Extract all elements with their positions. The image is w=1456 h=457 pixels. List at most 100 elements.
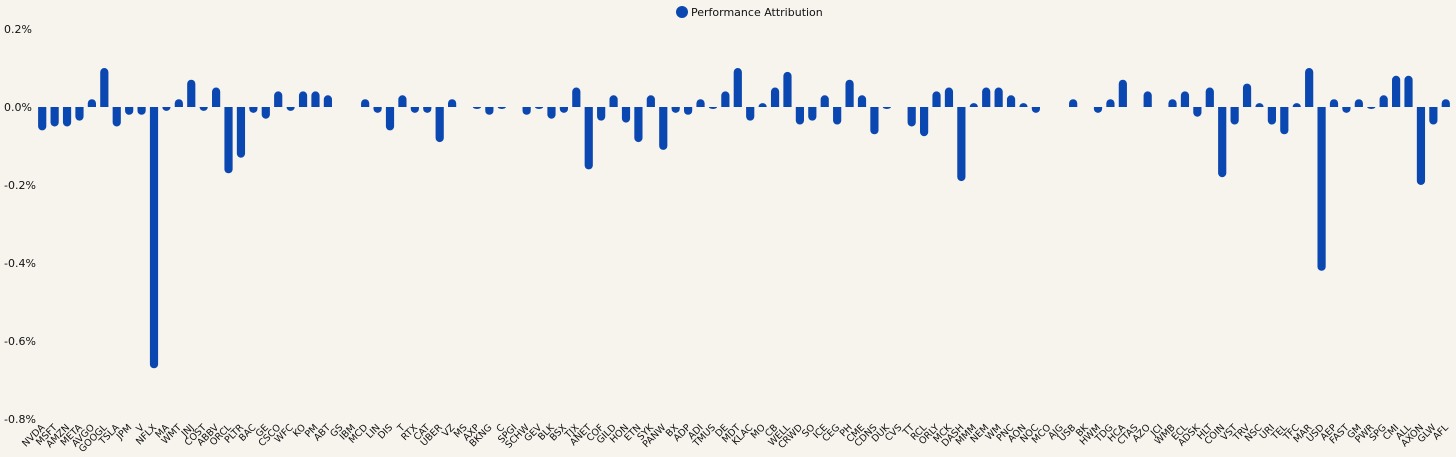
bar-abt[interactable] [323,95,332,107]
bar-crwd[interactable] [795,107,804,125]
bar-ecl[interactable] [1180,91,1190,107]
bar-cof[interactable] [597,107,606,121]
bar-googl[interactable] [100,68,109,107]
bar-usd[interactable] [1317,107,1326,271]
bar-azo[interactable] [1143,91,1152,107]
bar-bsx[interactable] [559,107,568,113]
bar-vz[interactable] [448,99,457,107]
bar-gild[interactable] [609,95,618,107]
bar-mdt[interactable] [733,68,742,107]
bar-tmus[interactable] [708,107,718,109]
bar-rcl[interactable] [920,107,929,137]
bar-wfc[interactable] [286,107,295,111]
bar-vst[interactable] [1230,107,1239,125]
bar-tfc[interactable] [1292,103,1301,107]
bar-anet[interactable] [584,107,593,170]
bar-t[interactable] [398,95,407,107]
bar-jnj[interactable] [187,79,196,107]
bar-aep[interactable] [1329,99,1339,107]
bar-pwr[interactable] [1367,107,1376,109]
bar-spg[interactable] [1379,95,1388,107]
bar-adi[interactable] [696,99,705,107]
bar-cmi[interactable] [1392,75,1401,107]
bar-pnc[interactable] [1006,95,1016,107]
bar-bx[interactable] [671,107,680,113]
bar-uber[interactable] [435,107,444,143]
bar-so[interactable] [808,107,817,121]
bar-hlt[interactable] [1205,87,1214,108]
bar-noc[interactable] [1031,107,1040,113]
bar-gm[interactable] [1354,99,1363,107]
bar-panw[interactable] [659,107,668,150]
bar-csco[interactable] [274,91,283,107]
bar-mcd[interactable] [361,99,370,107]
bar-coin[interactable] [1218,107,1227,178]
bar-fast[interactable] [1342,107,1351,113]
bar-tt[interactable] [907,107,916,127]
bar-wm[interactable] [994,87,1003,107]
bar-aon[interactable] [1019,103,1028,107]
bar-nsc[interactable] [1255,103,1264,107]
bar-wmb[interactable] [1168,99,1177,107]
bar-ceg[interactable] [833,107,842,125]
bar-hca[interactable] [1118,79,1127,107]
bar-all[interactable] [1404,75,1413,107]
bar-lin[interactable] [373,107,382,113]
bar-hon[interactable] [621,107,631,123]
bar-well[interactable] [783,71,792,107]
bar-mck[interactable] [944,87,954,108]
bar-hwm[interactable] [1093,107,1103,113]
bar-axp[interactable] [472,107,482,109]
bar-meta[interactable] [75,107,84,121]
bar-axon[interactable] [1416,107,1426,185]
bar-cdns[interactable] [870,107,879,135]
bar-cat[interactable] [423,107,432,113]
bar-dis[interactable] [385,107,395,131]
bar-adsk[interactable] [1193,107,1202,117]
bar-orly[interactable] [932,91,941,107]
bar-wmt[interactable] [174,99,183,107]
bar-de[interactable] [721,91,730,107]
bar-nvda[interactable] [38,107,47,131]
bar-ph[interactable] [845,79,854,107]
bar-pm[interactable] [311,91,320,107]
bar-amzn[interactable] [62,107,72,127]
bar-nflx[interactable] [149,107,159,369]
bar-mar[interactable] [1305,68,1314,107]
bar-adp[interactable] [684,107,693,115]
bar-trv[interactable] [1242,83,1252,107]
bar-cb[interactable] [770,87,780,108]
bar-jpm[interactable] [125,107,134,115]
bar-glw[interactable] [1429,107,1438,125]
bar-cost[interactable] [199,107,208,111]
bar-nem[interactable] [982,87,991,108]
bar-pltr[interactable] [236,107,246,158]
bar-abbv[interactable] [212,87,221,108]
bar-ma[interactable] [162,107,171,111]
bar-tsla[interactable] [112,107,121,127]
bar-mo[interactable] [758,103,767,107]
bar-avgo[interactable] [87,99,96,107]
bar-ice[interactable] [820,95,829,107]
bar-ge[interactable] [261,107,270,119]
bar-etn[interactable] [634,107,643,143]
bar-blk[interactable] [547,107,556,119]
bar-tdg[interactable] [1106,99,1115,107]
bar-uri[interactable] [1267,107,1276,125]
bar-afl[interactable] [1441,99,1450,107]
bar-schw[interactable] [522,107,531,115]
bar-klac[interactable] [746,107,755,121]
bar-bkng[interactable] [485,107,494,115]
bar-bac[interactable] [249,107,258,113]
bar-rtx[interactable] [410,107,419,113]
bar-gev[interactable] [534,107,544,109]
bar-cme[interactable] [857,95,867,107]
bar-duk[interactable] [882,107,891,109]
bar-c[interactable] [497,107,506,109]
bar-usb[interactable] [1069,99,1078,107]
bar-orcl[interactable] [224,107,233,174]
bar-syk[interactable] [646,95,655,107]
bar-tjx[interactable] [572,87,581,108]
bar-mmm[interactable] [969,103,978,107]
bar-ko[interactable] [298,91,308,107]
